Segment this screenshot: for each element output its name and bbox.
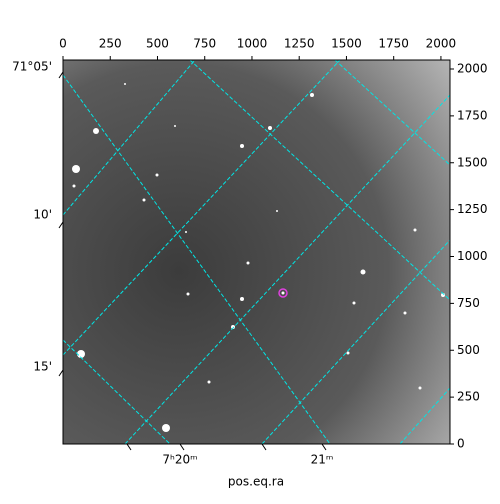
x-tick-label: 250: [99, 37, 122, 51]
wcs-ticks: [58, 71, 327, 451]
target-marker: [278, 288, 288, 298]
sky-image: [63, 60, 450, 444]
y-tick-label: 1000: [457, 249, 488, 263]
x-tick-label: 1250: [284, 37, 315, 51]
y-tick-label: 1750: [457, 108, 488, 122]
y-tick-label: 500: [457, 343, 480, 357]
coordinate-grid: [63, 60, 450, 444]
x-tick-label: 1750: [378, 37, 409, 51]
y-tick-label: 250: [457, 390, 480, 404]
dec-label: 71°05': [12, 60, 52, 74]
dec-label: 15': [33, 360, 52, 374]
y-tick-label: 2000: [457, 62, 488, 76]
ra-label: 7ʰ20ᵐ: [162, 453, 197, 467]
x-tick-label: 500: [146, 37, 169, 51]
x-tick-label: 2000: [426, 37, 457, 51]
y-tick-label: 0: [457, 437, 465, 451]
x-axis-label: pos.eq.ra: [228, 475, 284, 489]
x-tick-label: 1000: [237, 37, 268, 51]
stars: [72, 83, 445, 432]
axes-frame: [62, 59, 451, 445]
x-tick-label: 1500: [331, 37, 362, 51]
y-tick-label: 750: [457, 296, 480, 310]
ra-label: 21ᵐ: [311, 453, 334, 467]
dec-label: 10': [33, 208, 52, 222]
x-tick-label: 0: [59, 37, 67, 51]
x-tick-label: 750: [193, 37, 216, 51]
y-tick-label: 1500: [457, 155, 488, 169]
y-tick-label: 1250: [457, 202, 488, 216]
